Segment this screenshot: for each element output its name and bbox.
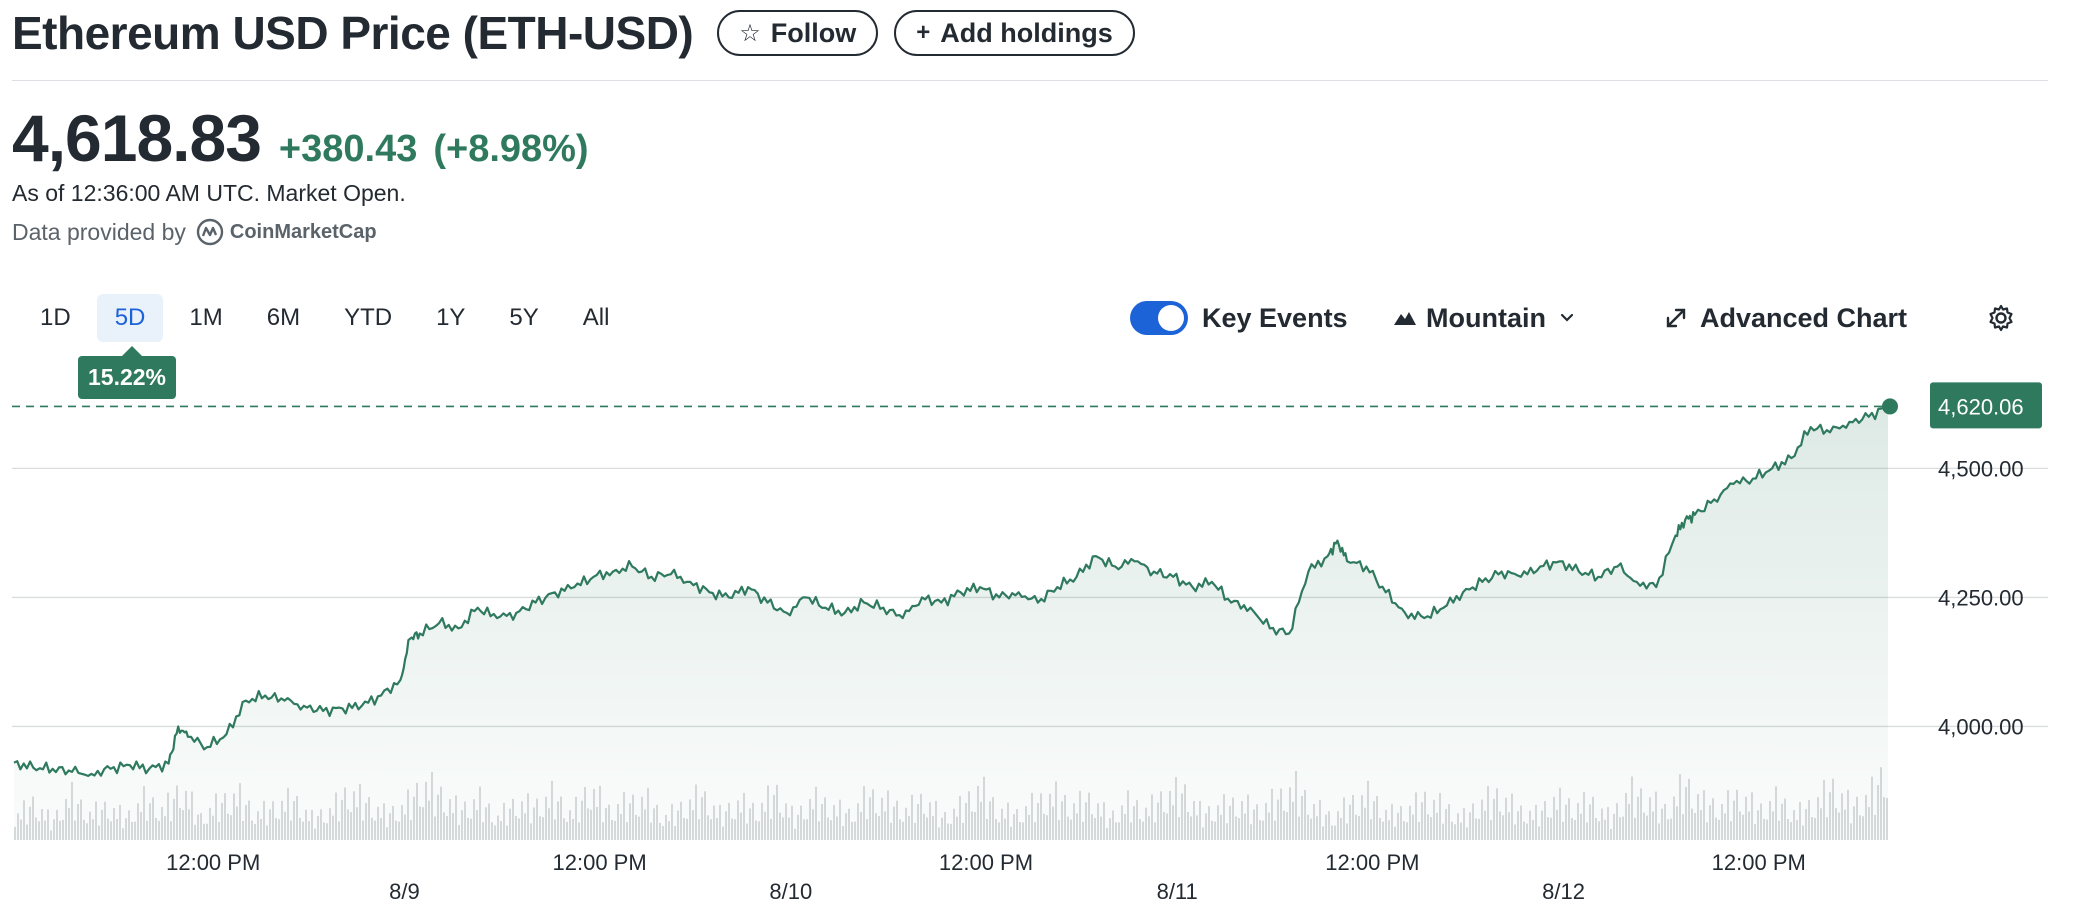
range-change-badge: 15.22% [78, 346, 177, 399]
switch-knob [1158, 305, 1184, 331]
advanced-chart-label: Advanced Chart [1700, 302, 1908, 333]
range-ytd[interactable]: YTD [344, 304, 393, 331]
y-tick-label: 4,500.00 [1938, 456, 2024, 481]
add-holdings-button[interactable]: + Add holdings [894, 10, 1135, 56]
price-area [14, 406, 1888, 840]
range-selector: 1D 5D 1M 6M YTD 1Y 5Y All [22, 294, 635, 342]
key-events-label: Key Events [1202, 302, 1348, 333]
quote-summary: 4,618.83 +380.43 (+8.98%) [12, 100, 589, 176]
range-1d[interactable]: 1D [40, 304, 71, 331]
range-5d[interactable]: 5D [96, 294, 164, 342]
data-provider: Data provided by CoinMarketCap [12, 218, 377, 246]
key-events-toggle[interactable]: Key Events [1130, 296, 1348, 340]
coinmarketcap-logo[interactable]: CoinMarketCap [196, 218, 377, 246]
follow-button[interactable]: ☆ Follow [717, 10, 879, 56]
range-6m[interactable]: 6M [266, 304, 301, 331]
y-tick-label: 4,000.00 [1938, 714, 2024, 739]
price-line [13, 405, 1889, 777]
range-1m[interactable]: 1M [189, 304, 223, 331]
x-tick-label: 12:00 PM [166, 850, 260, 875]
coinmarketcap-icon [196, 218, 224, 246]
chart-settings-button[interactable] [1986, 296, 2016, 340]
price-change-percent: (+8.98%) [433, 128, 589, 170]
chevron-down-icon [1560, 313, 1574, 322]
star-icon: ☆ [739, 19, 761, 47]
date-tick-label: 8/10 [769, 879, 812, 904]
current-price: 4,618.83 [12, 101, 262, 175]
range-5y[interactable]: 5Y [509, 304, 539, 331]
current-price-dot [1882, 398, 1898, 415]
x-tick-label: 12:00 PM [1325, 850, 1419, 875]
range-1y[interactable]: 1Y [436, 304, 466, 331]
as-of-timestamp: As of 12:36:00 AM UTC. Market Open. [12, 180, 406, 206]
x-tick-label: 12:00 PM [939, 850, 1033, 875]
range-all[interactable]: All [582, 304, 610, 331]
price-change: +380.43 [278, 128, 418, 170]
date-tick-label: 8/9 [389, 879, 420, 904]
mountain-icon [1394, 312, 1416, 325]
chart-type-dropdown[interactable]: Mountain [1392, 296, 1578, 340]
follow-label: Follow [770, 17, 857, 48]
add-holdings-label: Add holdings [940, 17, 1113, 48]
key-events-switch[interactable] [1130, 301, 1188, 335]
date-tick-label: 8/11 [1157, 879, 1198, 904]
x-tick-label: 12:00 PM [1712, 850, 1806, 875]
provider-name: CoinMarketCap [229, 220, 377, 243]
header: Ethereum USD Price (ETH-USD) ☆ Follow + … [12, 6, 1135, 60]
advanced-chart-button[interactable]: Advanced Chart [1662, 296, 1907, 340]
chart-type-label: Mountain [1426, 302, 1546, 333]
plus-icon: + [916, 19, 931, 46]
page-title: Ethereum USD Price (ETH-USD) [12, 7, 694, 59]
current-price-label: 4,620.06 [1938, 394, 2024, 419]
current-price-tag [1930, 382, 2042, 429]
x-tick-label: 12:00 PM [553, 850, 647, 875]
price-chart[interactable]: 4,000.00 4,250.00 4,500.00 12:00 PM 12:00 P… [0, 360, 2098, 914]
data-provided-label: Data provided by [12, 218, 186, 245]
expand-icon [1666, 308, 1686, 328]
y-tick-label: 4,250.00 [1938, 585, 2024, 610]
date-tick-label: 8/12 [1542, 879, 1585, 904]
header-divider [12, 80, 2048, 81]
gear-icon [1989, 304, 2013, 332]
